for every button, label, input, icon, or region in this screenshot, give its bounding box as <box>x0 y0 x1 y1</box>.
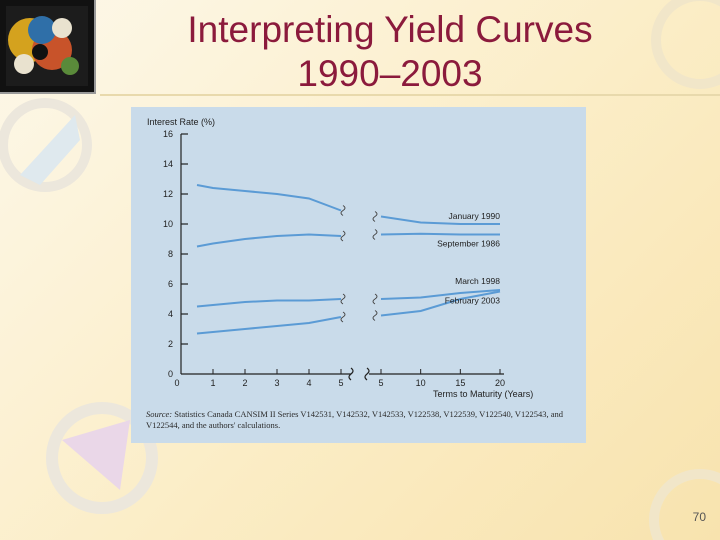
y-tick-label-10: 10 <box>163 219 173 229</box>
slide-title-line-2: 1990–2003 <box>297 53 483 94</box>
series-label-march-1998: March 1998 <box>455 276 500 286</box>
series-line-left-september-1986 <box>196 233 342 248</box>
y-tick-label-16: 16 <box>163 129 173 139</box>
series-break-mark-february-2003-1 <box>340 311 346 323</box>
x-tick-label-left-2: 2 <box>242 378 247 388</box>
series-label-february-2003: February 2003 <box>445 296 501 306</box>
y-tick-label-0: 0 <box>168 369 173 379</box>
series-line-left-january-1990 <box>196 184 342 212</box>
series-break-mark-january-1990-1 <box>340 205 346 216</box>
series-break-mark-september-1986-2 <box>372 229 378 240</box>
x-axis-break-mark-2 <box>364 367 370 381</box>
x-tick-label-origin: 0 <box>174 378 179 388</box>
y-axis-label: Interest Rate (%) <box>147 117 215 127</box>
y-tick-label-4: 4 <box>168 309 173 319</box>
x-tick-label-left-1: 1 <box>210 378 215 388</box>
y-tick-label-2: 2 <box>168 339 173 349</box>
x-axis-break-mark-1 <box>348 367 354 381</box>
decor-ring-bottom-right <box>649 469 720 540</box>
series-break-mark-february-2003-2 <box>372 310 378 321</box>
y-tick-label-12: 12 <box>163 189 173 199</box>
x-axis-label: Terms to Maturity (Years) <box>433 389 533 399</box>
x-tick-label-right-10: 10 <box>416 378 426 388</box>
series-line-right-january-1990 <box>380 215 500 225</box>
x-tick-label-right-20: 20 <box>495 378 505 388</box>
series-break-mark-january-1990-2 <box>372 211 378 222</box>
decor-wedge-bottom-left <box>62 420 130 490</box>
chart-series-labels: January 1990 September 1986 March 1998 Febr… <box>437 211 500 306</box>
decor-wedge-top-left <box>20 115 80 185</box>
x-tick-label-left-5: 5 <box>338 378 343 388</box>
series-label-september-1986: September 1986 <box>437 239 500 249</box>
series-line-right-february-2003 <box>380 290 501 317</box>
yield-curve-chart: Interest Rate (%) Terms to Maturity (Yea… <box>147 117 533 399</box>
series-line-right-march-1998 <box>380 289 501 300</box>
x-tick-label-right-15: 15 <box>455 378 465 388</box>
x-tick-label-right-5: 5 <box>378 378 383 388</box>
x-tick-label-left-4: 4 <box>306 378 311 388</box>
y-tick-label-6: 6 <box>168 279 173 289</box>
slide-title-line-1: Interpreting Yield Curves <box>187 9 593 50</box>
chart-series <box>196 184 501 335</box>
source-note: Source: Statistics Canada CANSIM II Seri… <box>146 409 576 431</box>
logo <box>0 0 96 94</box>
source-text: Statistics Canada CANSIM II Series V1425… <box>146 409 563 430</box>
slide-title: Interpreting Yield Curves 1990–2003 <box>100 8 680 96</box>
chart-axes <box>180 134 504 381</box>
series-break-mark-september-1986-1 <box>340 230 346 242</box>
series-line-left-february-2003 <box>196 316 342 335</box>
y-tick-label-8: 8 <box>168 249 173 259</box>
series-label-january-1990: January 1990 <box>448 211 500 221</box>
decor-ring-top-right <box>651 0 720 89</box>
series-break-mark-march-1998-1 <box>340 293 346 305</box>
series-line-right-september-1986 <box>380 232 500 236</box>
decor-ring-top-left <box>0 98 92 192</box>
chart-panel: Interest Rate (%) Terms to Maturity (Yea… <box>131 107 586 443</box>
title-divider <box>100 94 720 96</box>
logo-graphic <box>6 6 88 86</box>
decor-ring-bottom-left <box>46 402 158 514</box>
series-break-mark-march-1998-2 <box>372 293 378 305</box>
x-tick-label-left-3: 3 <box>274 378 279 388</box>
source-label: Source: <box>146 409 173 419</box>
series-line-left-march-1998 <box>196 298 342 308</box>
y-tick-label-14: 14 <box>163 159 173 169</box>
page-number: 70 <box>692 510 706 524</box>
